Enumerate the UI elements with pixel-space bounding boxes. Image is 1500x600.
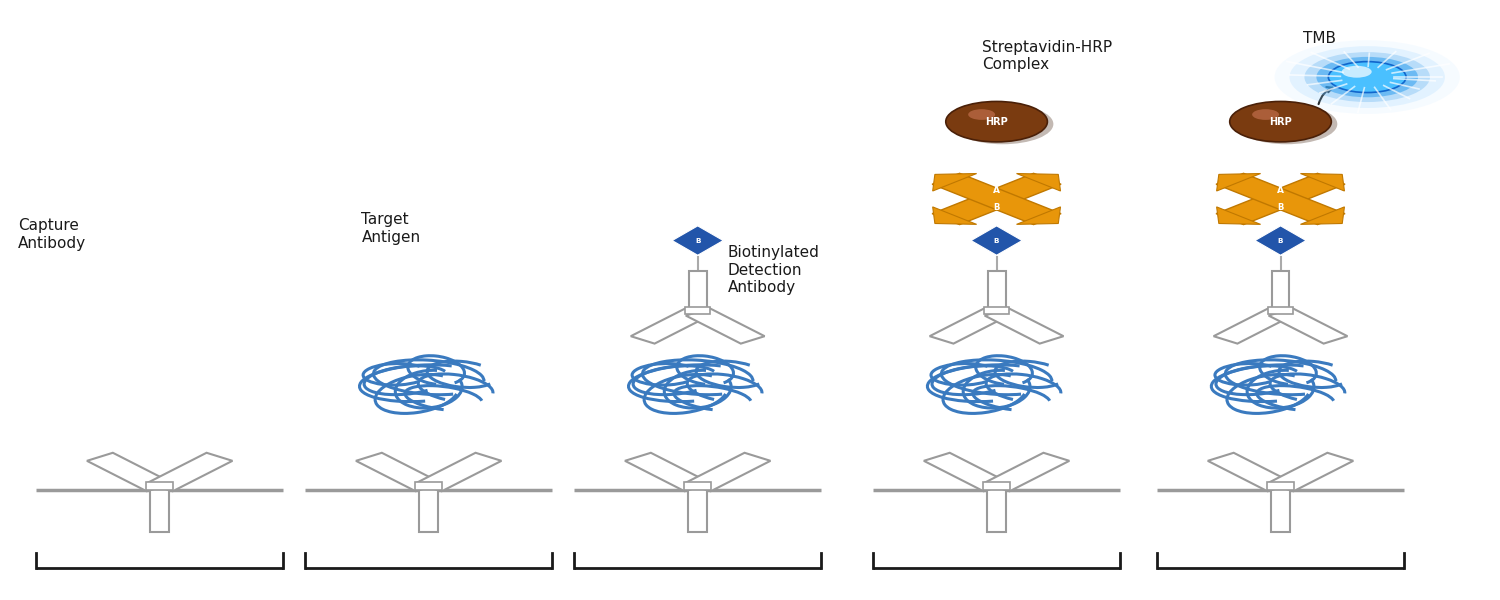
Polygon shape (984, 308, 1064, 344)
Polygon shape (1208, 453, 1293, 491)
Polygon shape (984, 307, 1010, 314)
Circle shape (951, 104, 1053, 144)
Polygon shape (416, 453, 501, 491)
Text: B: B (994, 238, 999, 244)
Polygon shape (1268, 482, 1294, 490)
Polygon shape (626, 453, 711, 491)
Polygon shape (987, 487, 1006, 532)
Polygon shape (1269, 308, 1347, 344)
Polygon shape (1300, 173, 1344, 191)
Polygon shape (984, 453, 1070, 491)
Circle shape (1236, 104, 1338, 144)
Polygon shape (672, 226, 723, 255)
Polygon shape (147, 453, 232, 491)
Polygon shape (1268, 307, 1293, 314)
Polygon shape (419, 487, 438, 532)
Text: Target
Antigen: Target Antigen (362, 212, 420, 245)
Polygon shape (933, 207, 976, 224)
Polygon shape (1216, 207, 1260, 224)
Text: Capture
Antibody: Capture Antibody (18, 218, 86, 251)
Polygon shape (87, 453, 172, 491)
Circle shape (1290, 46, 1444, 108)
Circle shape (1252, 109, 1280, 120)
Polygon shape (933, 173, 976, 191)
Text: Streptavidin-HRP
Complex: Streptavidin-HRP Complex (981, 40, 1112, 73)
Polygon shape (686, 307, 709, 314)
Polygon shape (1272, 271, 1290, 312)
Polygon shape (1216, 173, 1346, 224)
Polygon shape (688, 271, 706, 312)
Polygon shape (1256, 226, 1306, 255)
Polygon shape (1216, 173, 1346, 224)
Circle shape (1305, 52, 1430, 102)
Circle shape (1230, 101, 1332, 142)
Polygon shape (632, 308, 710, 344)
Polygon shape (686, 308, 765, 344)
Polygon shape (684, 482, 711, 490)
Text: A: A (1276, 185, 1284, 194)
Text: B: B (993, 203, 1000, 212)
Polygon shape (688, 487, 708, 532)
Circle shape (1342, 66, 1371, 77)
Polygon shape (932, 173, 1060, 224)
Polygon shape (1214, 308, 1293, 344)
Circle shape (968, 109, 994, 120)
Text: TMB: TMB (1304, 31, 1336, 46)
Polygon shape (982, 482, 1010, 490)
Polygon shape (1017, 207, 1060, 224)
Polygon shape (146, 482, 174, 490)
Polygon shape (987, 271, 1005, 312)
Polygon shape (150, 487, 170, 532)
Text: B: B (1278, 203, 1284, 212)
Text: B: B (694, 238, 700, 244)
Polygon shape (932, 173, 1060, 224)
Text: HRP: HRP (986, 116, 1008, 127)
Polygon shape (356, 453, 441, 491)
Circle shape (1275, 40, 1460, 114)
Polygon shape (1270, 487, 1290, 532)
Polygon shape (684, 453, 771, 491)
Polygon shape (1268, 453, 1353, 491)
Text: Biotinylated
Detection
Antibody: Biotinylated Detection Antibody (728, 245, 819, 295)
Polygon shape (1300, 207, 1344, 224)
Polygon shape (970, 226, 1022, 255)
Text: B: B (1278, 238, 1284, 244)
Polygon shape (1017, 173, 1060, 191)
Circle shape (1329, 62, 1406, 92)
Circle shape (946, 101, 1047, 142)
Polygon shape (416, 482, 442, 490)
Text: A: A (993, 185, 1000, 194)
Polygon shape (924, 453, 1010, 491)
Polygon shape (930, 308, 1008, 344)
Polygon shape (1216, 173, 1260, 191)
Text: HRP: HRP (1269, 116, 1292, 127)
Circle shape (1317, 57, 1418, 97)
